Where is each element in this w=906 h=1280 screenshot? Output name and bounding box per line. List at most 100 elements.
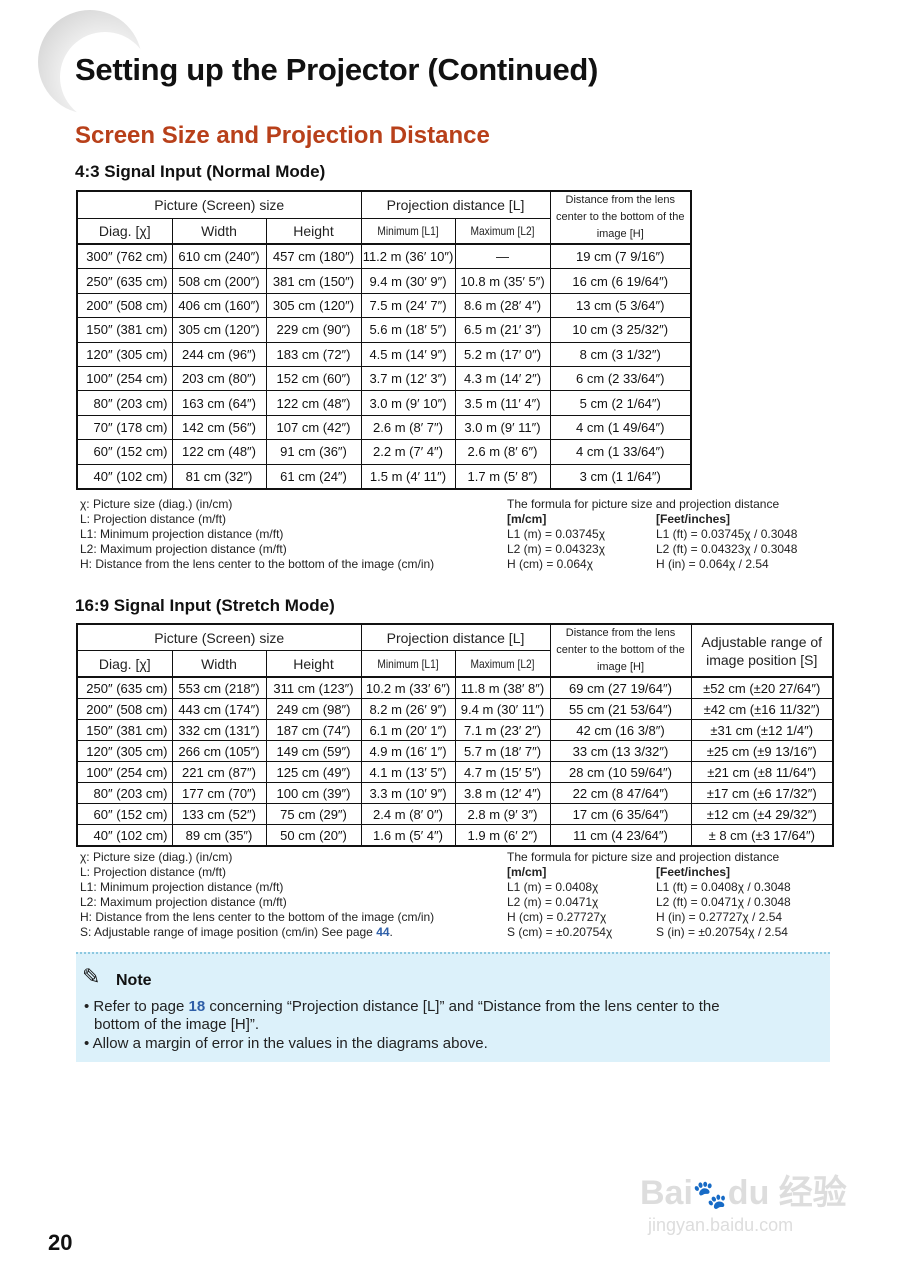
table2-formula: The formula for picture size and project… [507,850,791,940]
table-cell: 60″ (152 cm) [76,439,173,465]
column-header: Diag. [χ] [76,650,173,678]
table-cell: 11.2 m (36′ 10″) [360,243,456,270]
table-row: 300″ (762 cm) 610 cm (240″) 457 cm (180″) 1… [76,243,692,270]
table-cell: 100 cm (39″) [265,782,362,804]
table-row: 60″ (152 cm) 122 cm (48″) 91 cm (36″) 2.2 m… [76,439,692,465]
table-cell: 89 cm (35″) [171,824,267,847]
table-cell: 305 cm (120″) [265,292,362,319]
table-cell: 2.2 m (7′ 4″) [360,439,456,465]
formula-title: The formula for picture size and project… [507,850,780,864]
table-cell: 91 cm (36″) [265,439,362,465]
table-cell: ±42 cm (±16 11/32″) [690,698,834,720]
table-cell: 332 cm (131″) [171,719,267,741]
table-cell: 9.4 m (30′ 11″) [454,698,551,720]
table2-legend: χ: Picture size (diag.) (in/cm) L: Projec… [80,850,434,940]
legend-line: L: Projection distance (m/ft) [80,512,227,526]
table-cell: 7.1 m (23′ 2″) [454,719,551,741]
table-row: 40″ (102 cm) 81 cm (32″) 61 cm (24″) 1.5 m … [76,463,692,490]
note-box: ✎ Note • Refer to page 18 concerning “Pr… [76,952,830,1062]
column-header: Diag. [χ] [76,217,173,245]
table-cell: 3.7 m (12′ 3″) [360,365,456,392]
table-cell: 8.6 m (28′ 4″) [454,292,551,319]
table-cell: 9.4 m (30′ 9″) [360,268,456,294]
table-cell: 81 cm (32″) [171,463,267,490]
table-cell: 7.5 m (24′ 7″) [360,292,456,319]
table-cell: 11.8 m (38′ 8″) [454,676,551,699]
table-cell: 249 cm (98″) [265,698,362,720]
legend-line: S (in) = ±0.20754χ / 2.54 [656,925,788,939]
table-cell: 60″ (152 cm) [76,803,173,825]
table-cell: 3.0 m (9′ 10″) [360,390,456,416]
decorative-circle-mask [60,32,150,122]
table-cell: 50 cm (20″) [265,824,362,847]
table-cell: 229 cm (90″) [265,317,362,343]
table-cell: 33 cm (13 3/32″) [549,740,692,762]
table-cell: 221 cm (87″) [171,761,267,783]
table-cell: 311 cm (123″) [265,676,362,699]
table-cell: 163 cm (64″) [171,390,267,416]
table-cell: ±21 cm (±8 11/64″) [690,761,834,783]
table-cell: 4 cm (1 33/64″) [549,439,692,465]
table-cell: 4.7 m (15′ 5″) [454,761,551,783]
table2-heading: 16:9 Signal Input (Stretch Mode) [75,596,335,615]
table-row: 150″ (381 cm) 332 cm (131″) 187 cm (74″) 6.… [76,719,834,741]
legend-line: H (in) = 0.064χ / 2.54 [656,557,769,571]
table-row: 120″ (305 cm) 266 cm (105″) 149 cm (59″) 4.… [76,740,834,762]
table-cell: 381 cm (150″) [265,268,362,294]
table-row: 250″ (635 cm) 508 cm (200″) 381 cm (150″) 9… [76,268,692,294]
table-cell: 3.3 m (10′ 9″) [360,782,456,804]
legend-line: L2 (m) = 0.0471χ [507,895,599,909]
watermark-url: jingyan.baidu.com [648,1215,794,1235]
table-cell: 610 cm (240″) [171,243,267,270]
table-cell: 100″ (254 cm) [76,365,173,392]
legend-line: H (cm) = 0.064χ [507,557,593,571]
group-header: Distance from the lens center to the bot… [549,623,692,678]
table-cell: 177 cm (70″) [171,782,267,804]
column-header: Minimum [L1] [367,650,449,678]
note-line: • Refer to page 18 concerning “Projectio… [84,998,824,1034]
table-cell: 5.7 m (18′ 7″) [454,740,551,762]
table-cell: 2.6 m (8′ 6″) [454,439,551,465]
table-cell: 457 cm (180″) [265,243,362,270]
table-row: 200″ (508 cm) 406 cm (160″) 305 cm (120″) 7… [76,292,692,319]
table-cell: 250″ (635 cm) [76,268,173,294]
page-link[interactable]: 44 [376,925,390,939]
table-cell: 40″ (102 cm) [76,463,173,490]
table-cell: ±52 cm (±20 27/64″) [690,676,834,699]
table-cell: 553 cm (218″) [171,676,267,699]
table-cell: 183 cm (72″) [265,341,362,367]
table1-heading: 4:3 Signal Input (Normal Mode) [75,162,326,181]
table-cell: 17 cm (6 35/64″) [549,803,692,825]
table-row: 80″ (203 cm) 177 cm (70″) 100 cm (39″) 3.3 … [76,782,834,804]
table-cell: 11 cm (4 23/64″) [549,824,692,847]
table-cell: — [454,243,551,270]
table-cell: 2.4 m (8′ 0″) [360,803,456,825]
column-header: Maximum [L2] [461,217,544,245]
table-cell: 125 cm (49″) [265,761,362,783]
table-cell: 3.8 m (12′ 4″) [454,782,551,804]
table-row: 100″ (254 cm) 221 cm (87″) 125 cm (49″) 4.1… [76,761,834,783]
legend-line: S (cm) = ±0.20754χ [507,925,613,939]
page-link[interactable]: 18 [188,998,206,1015]
table-cell: 187 cm (74″) [265,719,362,741]
legend-line: L1: Minimum projection distance (m/ft) [80,880,284,894]
metric-head: [m/cm] [507,865,547,879]
table-cell: 305 cm (120″) [171,317,267,343]
table1-formula: The formula for picture size and project… [507,497,797,572]
table-cell: 13 cm (5 3/64″) [549,292,692,319]
table-cell: 120″ (305 cm) [76,740,173,762]
table-cell: 80″ (203 cm) [76,782,173,804]
column-header: Maximum [L2] [461,650,544,678]
group-header: Distance from the lens center to the bot… [549,190,692,245]
table-cell: ±12 cm (±4 29/32″) [690,803,834,825]
table-cell: 120″ (305 cm) [76,341,173,367]
table-cell: 142 cm (56″) [171,414,267,441]
table-row: 250″ (635 cm) 553 cm (218″) 311 cm (123″) 1… [76,676,834,699]
legend-line: L2: Maximum projection distance (m/ft) [80,895,287,909]
legend-line: L1 (m) = 0.0408χ [507,880,599,894]
table-cell: 203 cm (80″) [171,365,267,392]
table-cell: 5 cm (2 1/64″) [549,390,692,416]
table-cell: 150″ (381 cm) [76,719,173,741]
table-row: 40″ (102 cm) 89 cm (35″) 50 cm (20″) 1.6 m … [76,824,834,847]
